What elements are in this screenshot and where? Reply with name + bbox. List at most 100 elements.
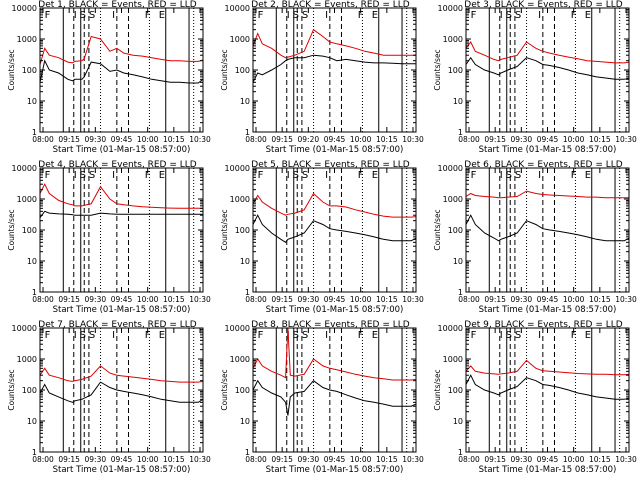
phase-letter-2: S bbox=[293, 330, 299, 341]
x-tick-label-5: 10:15 bbox=[376, 135, 398, 144]
phase-letter-3: S bbox=[302, 170, 308, 181]
series-line-lld bbox=[466, 359, 629, 376]
chart-title: Det 3, BLACK = Events, RED = LLD bbox=[464, 0, 623, 10]
x-tick-label-3: 09:45 bbox=[537, 295, 559, 304]
x-tick-label-1: 09:15 bbox=[271, 135, 293, 144]
phase-letter-4: I bbox=[538, 170, 541, 181]
x-tick-label-5: 10:15 bbox=[163, 135, 185, 144]
y-tick-label-4: 10000 bbox=[225, 4, 250, 13]
x-tick-label-3: 09:45 bbox=[111, 295, 133, 304]
series-line-events bbox=[253, 54, 416, 83]
y-tick-label-1: 10 bbox=[240, 97, 250, 106]
x-tick-label-4: 10:00 bbox=[350, 295, 372, 304]
phase-letter-4: I bbox=[112, 330, 115, 341]
phase-letter-6: E bbox=[159, 170, 165, 181]
y-tick-label-1: 10 bbox=[27, 417, 37, 426]
y-axis-label: Counts/sec bbox=[220, 209, 229, 250]
phase-letter-5: F bbox=[145, 170, 151, 181]
phase-letter-4: I bbox=[112, 170, 115, 181]
phase-letter-2: S bbox=[506, 10, 512, 21]
x-tick-label-6: 10:30 bbox=[615, 295, 637, 304]
y-tick-label-0: 1 bbox=[245, 288, 250, 297]
chart-title: Det 9, BLACK = Events, RED = LLD bbox=[464, 320, 623, 330]
x-tick-label-2: 09:30 bbox=[85, 295, 107, 304]
x-tick-label-1: 09:15 bbox=[58, 295, 80, 304]
y-axis-label: Counts/sec bbox=[220, 49, 229, 90]
y-tick-label-2: 100 bbox=[235, 226, 250, 235]
x-tick-label-2: 09:30 bbox=[511, 295, 533, 304]
y-tick-label-2: 100 bbox=[448, 226, 463, 235]
x-axis-label: Start Time (01-Mar-15 08:57:00) bbox=[266, 145, 404, 155]
x-tick-label-3: 09:45 bbox=[324, 455, 346, 464]
x-tick-label-1: 09:15 bbox=[484, 135, 506, 144]
x-tick-label-4: 10:00 bbox=[350, 455, 372, 464]
series-line-events bbox=[466, 214, 629, 242]
chart-title: Det 7, BLACK = Events, RED = LLD bbox=[38, 320, 197, 330]
y-tick-label-3: 1000 bbox=[443, 35, 463, 44]
chart-title: Det 5, BLACK = Events, RED = LLD bbox=[251, 160, 410, 170]
series-group bbox=[40, 35, 203, 84]
x-tick-label-6: 10:30 bbox=[402, 455, 424, 464]
y-tick-label-0: 1 bbox=[245, 448, 250, 457]
x-tick-label-4: 10:00 bbox=[563, 135, 585, 144]
series-line-lld bbox=[466, 41, 629, 64]
y-tick-label-4: 10000 bbox=[12, 4, 37, 13]
plot-frame bbox=[39, 167, 204, 293]
phase-letter-0: F bbox=[471, 10, 477, 21]
series-line-events bbox=[466, 56, 629, 80]
x-tick-label-1: 09:15 bbox=[484, 295, 506, 304]
y-tick-label-3: 1000 bbox=[230, 195, 250, 204]
y-tick-label-3: 1000 bbox=[443, 355, 463, 364]
x-tick-label-5: 10:15 bbox=[163, 455, 185, 464]
phase-letter-0: F bbox=[45, 170, 51, 181]
x-tick-label-5: 10:15 bbox=[376, 455, 398, 464]
y-tick-label-1: 10 bbox=[27, 257, 37, 266]
x-tick-label-6: 10:30 bbox=[615, 455, 637, 464]
phase-letter-2: S bbox=[293, 170, 299, 181]
y-tick-label-2: 100 bbox=[448, 386, 463, 395]
y-axis-label: Counts/sec bbox=[220, 369, 229, 410]
y-tick-label-1: 10 bbox=[453, 97, 463, 106]
plot-frame bbox=[39, 7, 204, 133]
phase-letter-2: S bbox=[506, 330, 512, 341]
x-tick-label-0: 08:00 bbox=[458, 135, 480, 144]
y-tick-label-2: 100 bbox=[22, 386, 37, 395]
y-tick-label-0: 1 bbox=[458, 448, 463, 457]
y-axis-label: Counts/sec bbox=[433, 209, 442, 250]
phase-letter-3: S bbox=[515, 10, 521, 21]
x-tick-label-0: 08:00 bbox=[245, 135, 267, 144]
phase-letter-2: S bbox=[506, 170, 512, 181]
y-axis-label: Counts/sec bbox=[433, 49, 442, 90]
phase-letter-4: I bbox=[325, 10, 328, 21]
x-axis-label: Start Time (01-Mar-15 08:57:00) bbox=[53, 305, 191, 315]
phase-letter-1: I bbox=[74, 10, 77, 21]
y-tick-label-1: 10 bbox=[453, 417, 463, 426]
x-axis-label: Start Time (01-Mar-15 08:57:00) bbox=[266, 465, 404, 475]
chart-title: Det 2, BLACK = Events, RED = LLD bbox=[251, 0, 410, 10]
y-tick-label-2: 100 bbox=[22, 66, 37, 75]
y-axis-label: Counts/sec bbox=[7, 209, 16, 250]
x-tick-label-1: 09:15 bbox=[58, 135, 80, 144]
y-tick-label-0: 1 bbox=[32, 448, 37, 457]
x-tick-label-3: 09:45 bbox=[111, 455, 133, 464]
plot-frame bbox=[252, 7, 417, 133]
phase-letter-3: S bbox=[89, 170, 95, 181]
series-group bbox=[40, 365, 203, 403]
x-tick-label-5: 10:15 bbox=[589, 455, 611, 464]
phase-letter-5: F bbox=[571, 10, 577, 21]
phase-letter-3: S bbox=[302, 330, 308, 341]
phase-letter-0: F bbox=[258, 330, 264, 341]
x-tick-label-2: 09:30 bbox=[511, 455, 533, 464]
phase-letter-3: S bbox=[89, 330, 95, 341]
phase-letter-0: F bbox=[471, 330, 477, 341]
y-axis-label: Counts/sec bbox=[7, 49, 16, 90]
series-line-events bbox=[253, 379, 416, 416]
phase-letter-4: I bbox=[538, 10, 541, 21]
y-tick-label-1: 10 bbox=[27, 97, 37, 106]
phase-letter-1: I bbox=[74, 170, 77, 181]
x-axis-label: Start Time (01-Mar-15 08:57:00) bbox=[53, 145, 191, 155]
